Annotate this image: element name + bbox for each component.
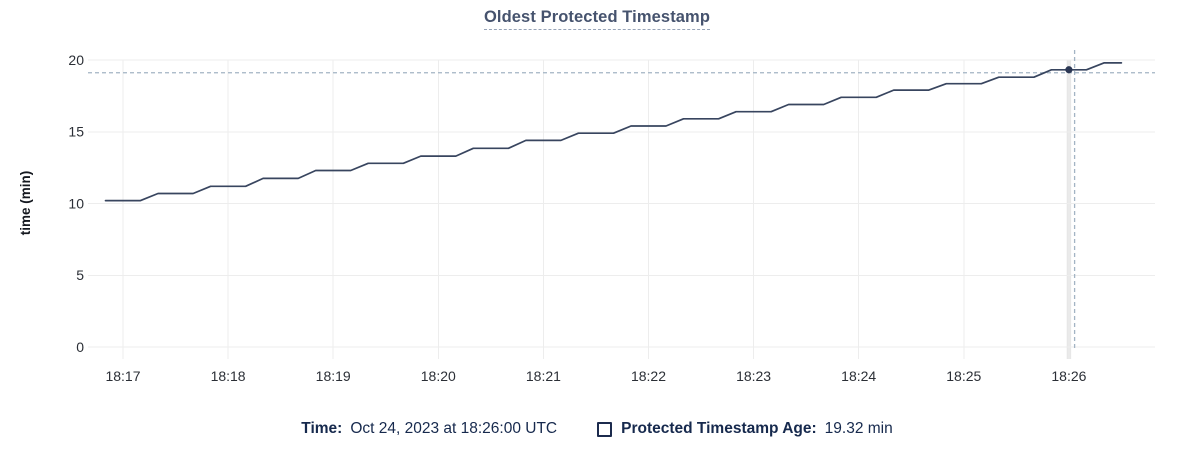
legend-series-toggle[interactable]: Protected Timestamp Age: 19.32 min [597, 420, 893, 438]
x-axis-tick: 18:25 [946, 368, 981, 384]
hover-dot [1065, 66, 1073, 74]
chart-title-row: Oldest Protected Timestamp [0, 8, 1194, 30]
legend-series-label: Protected Timestamp Age: [621, 420, 817, 437]
y-axis-tick: 20 [68, 52, 84, 68]
legend-hover-time: Time: Oct 24, 2023 at 18:26:00 UTC [301, 420, 557, 438]
legend-time-value: Oct 24, 2023 at 18:26:00 UTC [350, 420, 558, 437]
x-axis-tick: 18:21 [526, 368, 561, 384]
y-axis-label: time (min) [18, 171, 33, 236]
legend-time-label: Time: [301, 420, 343, 437]
gridlines [88, 59, 1155, 359]
chart-title[interactable]: Oldest Protected Timestamp [483, 8, 711, 30]
y-axis-tick: 5 [76, 267, 84, 283]
series-line [104, 62, 1123, 202]
x-axis-tick: 18:19 [316, 368, 351, 384]
x-axis-tick: 18:22 [631, 368, 666, 384]
x-axis-tick: 18:24 [841, 368, 876, 384]
y-axis-tick: 15 [68, 124, 84, 140]
series-group [104, 62, 1123, 202]
x-axis-tick: 18:17 [105, 368, 140, 384]
legend-series-value: 19.32 min [824, 420, 893, 437]
x-axis-tick: 18:20 [421, 368, 456, 384]
axis-ticks: 0 5 10 15 20 18:17 18:18 18:19 18:20 18:21 18:22 18… [18, 52, 1087, 384]
crosshair [88, 50, 1155, 348]
y-axis-tick: 0 [76, 339, 84, 355]
x-axis-tick: 18:23 [736, 368, 771, 384]
chart-legend: Time: Oct 24, 2023 at 18:26:00 UTC Prote… [0, 420, 1194, 438]
legend-series-checkbox-icon[interactable] [597, 421, 613, 437]
x-axis-tick: 18:18 [211, 368, 246, 384]
x-axis-tick: 18:26 [1051, 368, 1086, 384]
y-axis-tick: 10 [68, 195, 84, 211]
